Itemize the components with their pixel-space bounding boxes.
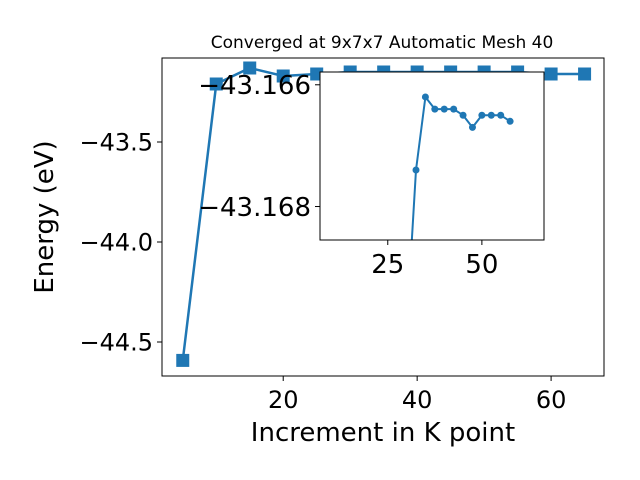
main-y-tick-label: −43.5 (79, 129, 153, 157)
inset-data-point (421, 93, 429, 101)
chart-title: Converged at 9x7x7 Automatic Mesh 40 (211, 33, 554, 53)
inset-data-point (487, 111, 495, 119)
main-axis-ticks: 20 40 60 −44.5 −44.0 −43.5 (79, 129, 566, 414)
main-x-tick-label: 20 (268, 386, 299, 414)
inset-data-point (478, 111, 486, 119)
x-axis-label: Increment in K point (251, 418, 515, 448)
main-plot-frame (161, 57, 605, 377)
main-y-tick-label: −44.5 (79, 329, 153, 357)
inset-data-point (459, 111, 467, 119)
main-data-point (276, 69, 290, 83)
inset-data-point (506, 117, 514, 125)
main-data-point (209, 77, 223, 91)
inset-data-point (450, 105, 458, 113)
inset-data-point (440, 105, 448, 113)
inset-y-tick-label: −43.168 (198, 193, 311, 223)
main-x-tick-label: 60 (536, 386, 567, 414)
main-data-point (544, 67, 558, 81)
inset-data-point (468, 123, 476, 131)
inset-data-point (497, 111, 505, 119)
inset-data-point (412, 166, 420, 174)
main-x-tick-label: 40 (402, 386, 433, 414)
inset-axis-ticks: 25 50 −43.168 −43.166 (198, 71, 498, 280)
y-axis-label: Energy (eV) (30, 140, 60, 293)
inset-y-tick-label: −43.166 (198, 71, 311, 101)
inset-series-markers (412, 93, 514, 174)
inset-x-tick-label: 25 (371, 250, 404, 280)
inset-x-tick-label: 50 (465, 250, 498, 280)
main-data-point (176, 353, 190, 367)
main-data-point (243, 61, 257, 75)
main-y-tick-label: −44.0 (79, 229, 153, 257)
inset-plot-frame (319, 71, 545, 241)
inset-data-point (431, 105, 439, 113)
main-data-point (578, 67, 592, 81)
